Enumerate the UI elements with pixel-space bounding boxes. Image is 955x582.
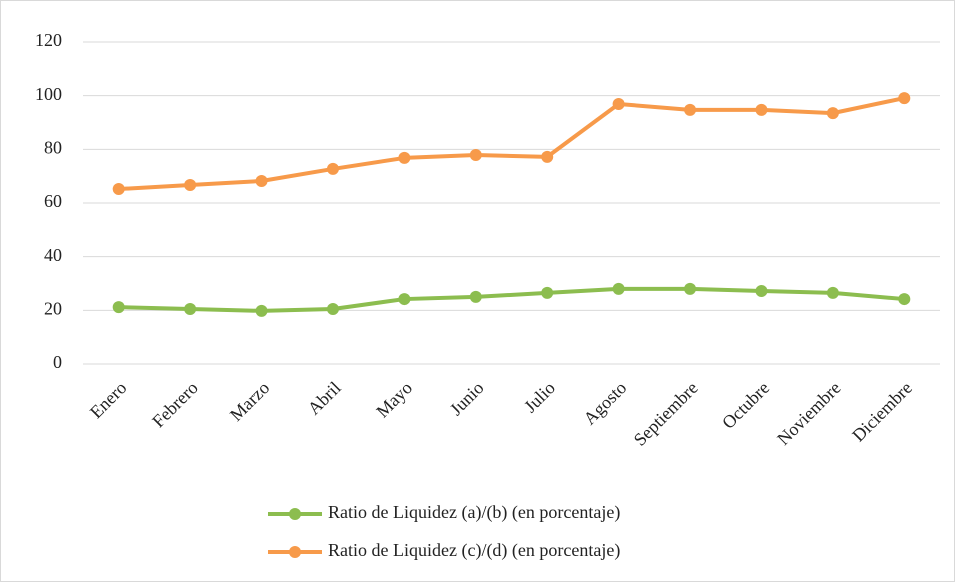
series-line: [118, 96, 905, 192]
y-tick-label: 0: [53, 352, 62, 372]
point: [255, 304, 268, 317]
point: [684, 103, 697, 116]
point: [755, 103, 768, 116]
point: [184, 179, 197, 192]
point: [469, 290, 482, 303]
legend-label: Ratio de Liquidez (c)/(d) (en porcentaje…: [328, 540, 620, 561]
point: [398, 151, 411, 164]
legend-marker: [289, 508, 301, 520]
point: [184, 302, 197, 315]
series-line: [118, 286, 905, 313]
point: [898, 293, 911, 306]
point: [326, 162, 339, 175]
point: [826, 107, 839, 120]
legend-marker: [289, 546, 301, 558]
point: [826, 286, 839, 299]
point: [541, 286, 554, 299]
point: [755, 285, 768, 298]
legend-label: Ratio de Liquidez (a)/(b) (en porcentaje…: [328, 502, 620, 523]
point: [326, 302, 339, 315]
point: [398, 293, 411, 306]
y-tick-label: 40: [44, 245, 62, 265]
point: [612, 282, 625, 295]
y-tick-label: 60: [44, 191, 62, 211]
y-tick-label: 80: [44, 137, 62, 157]
y-tick-label: 120: [35, 30, 62, 50]
point: [255, 174, 268, 187]
point: [112, 301, 125, 314]
point: [541, 150, 554, 163]
y-tick-label: 20: [44, 298, 62, 318]
point: [469, 148, 482, 161]
point: [612, 97, 625, 110]
point: [684, 282, 697, 295]
point: [112, 183, 125, 196]
y-tick-label: 100: [35, 84, 62, 104]
point: [898, 92, 911, 105]
